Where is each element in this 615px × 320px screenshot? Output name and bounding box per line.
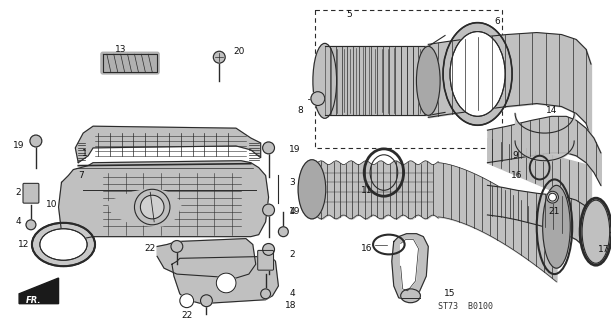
- Text: 7: 7: [78, 171, 84, 180]
- Text: 1: 1: [82, 149, 88, 158]
- Circle shape: [261, 289, 271, 299]
- Text: 4: 4: [290, 289, 295, 298]
- Circle shape: [263, 244, 274, 255]
- Text: 18: 18: [285, 301, 296, 310]
- Text: 19: 19: [290, 145, 301, 154]
- Text: 12: 12: [18, 240, 30, 249]
- Circle shape: [180, 294, 194, 308]
- Text: 17: 17: [598, 245, 609, 254]
- Text: 9: 9: [512, 151, 518, 160]
- Polygon shape: [392, 234, 428, 301]
- Text: 21: 21: [549, 207, 560, 216]
- Text: 15: 15: [444, 289, 456, 298]
- FancyBboxPatch shape: [23, 183, 39, 203]
- Circle shape: [549, 193, 557, 201]
- Text: 4: 4: [290, 207, 295, 216]
- FancyBboxPatch shape: [258, 251, 274, 270]
- Polygon shape: [157, 239, 256, 278]
- Ellipse shape: [582, 200, 609, 263]
- Text: ST73  B0100: ST73 B0100: [438, 301, 493, 311]
- Text: 22: 22: [145, 244, 156, 253]
- Text: 2: 2: [15, 188, 21, 197]
- Text: 16: 16: [511, 171, 523, 180]
- Circle shape: [26, 220, 36, 230]
- Circle shape: [311, 92, 325, 106]
- Text: 22: 22: [181, 311, 192, 320]
- Polygon shape: [400, 240, 418, 291]
- Polygon shape: [75, 126, 261, 163]
- Circle shape: [263, 204, 274, 216]
- Polygon shape: [19, 278, 58, 304]
- Text: 14: 14: [546, 106, 557, 115]
- Ellipse shape: [542, 185, 570, 268]
- Text: 2: 2: [290, 250, 295, 259]
- Text: 13: 13: [115, 45, 127, 54]
- Ellipse shape: [40, 229, 87, 260]
- Circle shape: [263, 142, 274, 154]
- Circle shape: [279, 227, 288, 236]
- Text: 20: 20: [233, 47, 245, 56]
- Text: 19: 19: [14, 141, 25, 150]
- Text: 8: 8: [297, 106, 303, 115]
- Ellipse shape: [400, 289, 421, 303]
- Text: 19: 19: [290, 207, 301, 216]
- Polygon shape: [325, 46, 428, 115]
- Circle shape: [547, 191, 558, 203]
- Text: 10: 10: [46, 200, 57, 209]
- Circle shape: [200, 295, 212, 307]
- Text: 16: 16: [362, 244, 373, 253]
- Circle shape: [613, 227, 615, 236]
- Text: FR.: FR.: [26, 296, 42, 305]
- Ellipse shape: [416, 46, 440, 115]
- Ellipse shape: [443, 23, 512, 125]
- Text: 4: 4: [15, 217, 21, 226]
- Text: 3: 3: [289, 178, 295, 187]
- Polygon shape: [58, 161, 269, 239]
- Polygon shape: [108, 189, 182, 227]
- Polygon shape: [172, 256, 279, 304]
- Circle shape: [216, 273, 236, 293]
- Circle shape: [171, 241, 183, 252]
- Circle shape: [30, 135, 42, 147]
- Ellipse shape: [32, 223, 95, 266]
- Text: 6: 6: [494, 17, 500, 26]
- Ellipse shape: [298, 160, 326, 219]
- Text: 5: 5: [346, 10, 352, 19]
- Circle shape: [140, 195, 164, 219]
- Ellipse shape: [313, 44, 336, 118]
- FancyBboxPatch shape: [101, 52, 159, 74]
- Text: 11: 11: [362, 186, 373, 195]
- Ellipse shape: [450, 32, 505, 116]
- Circle shape: [213, 51, 225, 63]
- Circle shape: [135, 189, 170, 225]
